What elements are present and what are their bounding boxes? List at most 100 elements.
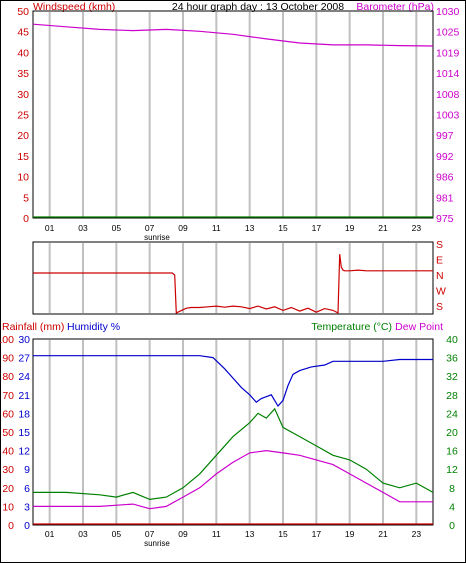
bottom-panel-series: [33, 355, 434, 525]
temperature-tick: 40: [446, 334, 458, 346]
x-tick-label: 01: [45, 223, 55, 233]
x-tick-label: 17: [312, 223, 322, 233]
x-tick-label: 21: [378, 223, 388, 233]
barometer-tick: 1025: [436, 27, 460, 39]
rainfall-tick: 10: [2, 501, 14, 513]
wind-direction-label: S: [436, 239, 443, 251]
rainfall-tick: 100: [0, 334, 14, 346]
wind-direction-line: [33, 254, 433, 314]
windspeed-tick-labels: 0 5 10 15 20 25 30 35 40 45 50: [17, 6, 29, 225]
windspeed-tick: 20: [17, 130, 29, 142]
windspeed-tick: 45: [17, 27, 29, 39]
wind-direction-label: W: [436, 286, 446, 298]
rainfall-tick: 40: [2, 446, 14, 458]
rainfall-tick: 50: [2, 427, 14, 439]
humidity-tick: 3: [24, 501, 30, 513]
barometer-tick: 1008: [436, 89, 460, 101]
temperature-tick: 36: [446, 353, 458, 365]
barometer-tick: 975: [436, 213, 454, 225]
temperature-tick: 8: [449, 483, 455, 495]
bottom-panel-border: [32, 338, 434, 526]
temperature-line: [33, 407, 434, 501]
x-tick-label: 13: [245, 529, 255, 539]
x-tick-label: 23: [412, 223, 422, 233]
rainfall-tick: 0: [8, 520, 14, 532]
barometer-tick-labels: 975 981 986 992 997 1003 1008 1014 1019 1025 1030: [436, 6, 460, 225]
graph-title: 24 hour graph day : 13 October 2008: [172, 1, 344, 13]
x-tick-label: 21: [378, 529, 388, 539]
rainfall-tick: 90: [2, 353, 14, 365]
top-panel-grid: [48, 12, 418, 217]
windspeed-tick: 50: [17, 6, 29, 18]
x-tick-label: 17: [312, 529, 322, 539]
x-tick-label: 07: [145, 529, 155, 539]
sunrise-label: sunrise: [144, 233, 170, 242]
windspeed-tick: 15: [17, 151, 29, 163]
temperature-tick: 24: [446, 408, 458, 420]
x-tick-label: 07: [145, 223, 155, 233]
barometer-tick: 981: [436, 192, 454, 204]
x-tick-label: 03: [78, 223, 88, 233]
x-tick-label: 01: [45, 529, 55, 539]
barometer-tick: 1030: [436, 6, 460, 18]
humidity-tick: 30: [18, 334, 30, 346]
rainfall-axis-label: Rainfall (mm): [2, 321, 64, 333]
windspeed-tick: 10: [17, 172, 29, 184]
x-tick-label: 19: [345, 529, 355, 539]
x-tick-label: 13: [245, 223, 255, 233]
wind-direction-grid: [48, 243, 418, 313]
rainfall-tick: 30: [2, 464, 14, 476]
temperature-tick: 28: [446, 390, 458, 402]
wind-direction-label: E: [436, 255, 443, 267]
temperature-tick: 4: [449, 501, 455, 513]
temperature-tick-labels: 0 4 8 12 16 20 24 28 32 36 40: [446, 334, 458, 532]
bottom-x-tick-labels: 01 03 05 07 09 11 13 15 17 19 21 23: [45, 529, 421, 539]
humidity-axis-label: Humidity %: [67, 321, 120, 333]
windspeed-tick: 25: [17, 110, 29, 122]
humidity-tick-labels: 0 3 6 9 12 15 18 21 24 27 30: [18, 334, 30, 532]
humidity-tick: 6: [24, 483, 30, 495]
barometer-tick: 1019: [436, 47, 460, 59]
barometer-tick: 992: [436, 151, 454, 163]
temperature-tick: 0: [449, 520, 455, 532]
sunrise-label: sunrise: [144, 539, 170, 548]
temperature-axis-label: Temperature (°C): [311, 321, 392, 333]
x-tick-label: 19: [345, 223, 355, 233]
x-tick-label: 03: [78, 529, 88, 539]
wind-direction-label: S: [436, 301, 443, 313]
windspeed-tick: 0: [23, 213, 29, 225]
x-tick-label: 15: [278, 529, 288, 539]
barometer-tick: 986: [436, 172, 454, 184]
temperature-tick: 16: [446, 446, 458, 458]
rainfall-tick: 20: [2, 483, 14, 495]
top-panel-border: [32, 10, 434, 219]
temperature-tick: 20: [446, 427, 458, 439]
humidity-tick: 0: [24, 520, 30, 532]
temperature-tick: 32: [446, 371, 458, 383]
dewpoint-line: [33, 449, 433, 510]
wind-direction-series: [33, 254, 433, 314]
barometer-tick: 1014: [436, 68, 460, 80]
x-tick-label: 15: [278, 223, 288, 233]
windspeed-tick: 40: [17, 47, 29, 59]
x-tick-label: 05: [112, 223, 122, 233]
x-tick-label: 11: [212, 529, 221, 539]
rainfall-tick: 70: [2, 390, 14, 402]
x-tick-label: 05: [112, 529, 122, 539]
humidity-tick: 12: [18, 446, 30, 458]
top-x-tick-labels: 01 03 05 07 09 11 13 15 17 19 21 23: [45, 223, 421, 233]
windspeed-tick: 30: [17, 89, 29, 101]
bottom-panel-grid: [48, 340, 418, 524]
windspeed-tick: 35: [17, 68, 29, 80]
wind-direction-label: N: [436, 270, 444, 282]
rainfall-tick-labels: 0 10 20 30 40 50 60 70 80 90 100: [0, 334, 14, 532]
rainfall-tick: 80: [2, 371, 14, 383]
humidity-line: [33, 355, 433, 408]
rainfall-tick: 60: [2, 408, 14, 420]
humidity-tick: 21: [18, 390, 30, 402]
humidity-tick: 18: [18, 408, 30, 420]
x-tick-label: 09: [178, 223, 188, 233]
windspeed-axis-label: Windspeed (kmh): [33, 1, 115, 13]
